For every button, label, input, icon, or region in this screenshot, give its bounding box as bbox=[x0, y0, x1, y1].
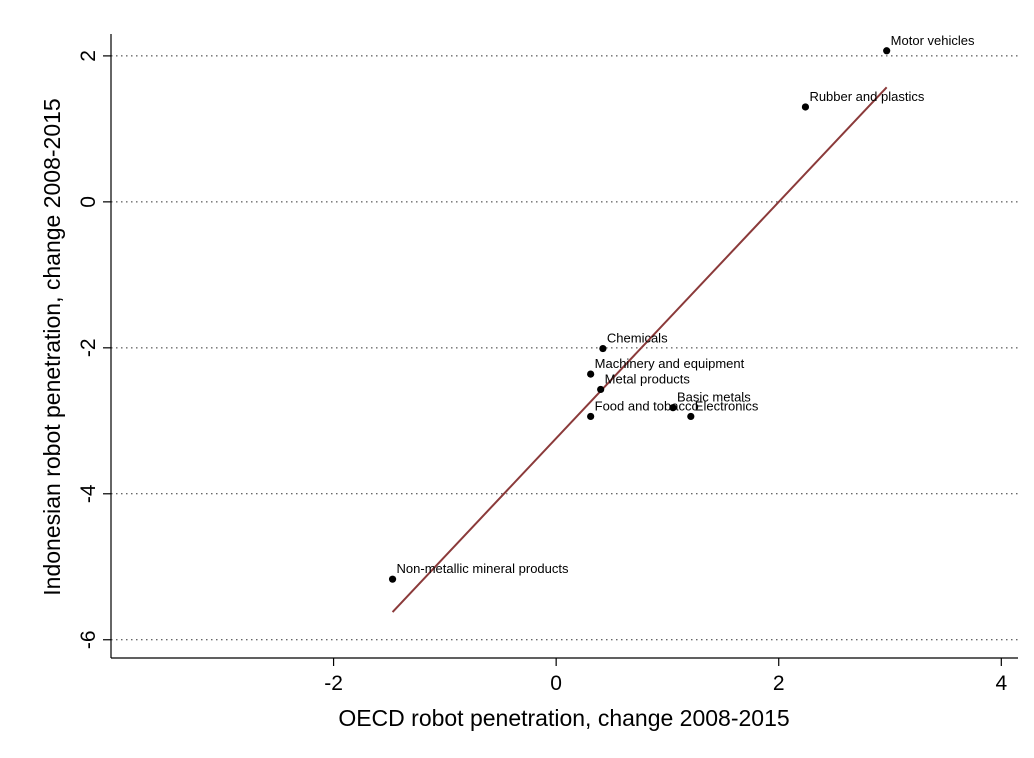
y-axis-title: Indonesian robot penetration, change 200… bbox=[39, 98, 65, 595]
point-label-2: Chemicals bbox=[607, 331, 668, 346]
point-label-7: Electronics bbox=[695, 398, 759, 413]
point-1 bbox=[801, 103, 810, 111]
point-label-3: Machinery and equipment bbox=[595, 356, 745, 371]
point-label-5: Basic metals bbox=[677, 390, 751, 405]
point-0 bbox=[883, 47, 891, 55]
point-label-4: Metal products bbox=[605, 371, 691, 386]
point-label-0: Motor vehicles bbox=[891, 33, 975, 48]
y-tick-label-0: -6 bbox=[77, 630, 100, 649]
point-4 bbox=[597, 385, 605, 394]
y-tick-label-2: -2 bbox=[77, 338, 100, 357]
point-8 bbox=[388, 575, 397, 583]
point-label-6: Food and tobacco bbox=[595, 398, 699, 413]
point-2 bbox=[599, 344, 607, 353]
fit-line-layer bbox=[391, 86, 888, 613]
x-tick-label-2: 2 bbox=[773, 672, 785, 695]
x-tick-label-0: -2 bbox=[324, 672, 343, 695]
points-layer: Motor vehicles Rubber and plastics Chemica… bbox=[388, 33, 975, 583]
fit-line bbox=[391, 86, 888, 613]
x-tick-label-3: 4 bbox=[995, 672, 1007, 695]
x-tick-label-1: 0 bbox=[550, 672, 562, 695]
point-3 bbox=[587, 370, 595, 378]
point-label-8: Non-metallic mineral products bbox=[397, 561, 569, 576]
x-axis-title: OECD robot penetration, change 2008-2015 bbox=[338, 705, 789, 731]
y-tick-label-1: -4 bbox=[77, 484, 100, 503]
gridlines bbox=[111, 55, 1018, 641]
y-tick-label-3: 0 bbox=[77, 196, 100, 208]
axes: -6 -4 -2 0 2 -2 0 2 4 bbox=[77, 34, 1018, 695]
point-label-1: Rubber and plastics bbox=[809, 89, 924, 104]
point-7 bbox=[687, 412, 695, 421]
point-6 bbox=[587, 412, 595, 421]
point-5 bbox=[669, 404, 677, 412]
y-tick-label-4: 2 bbox=[77, 50, 100, 62]
